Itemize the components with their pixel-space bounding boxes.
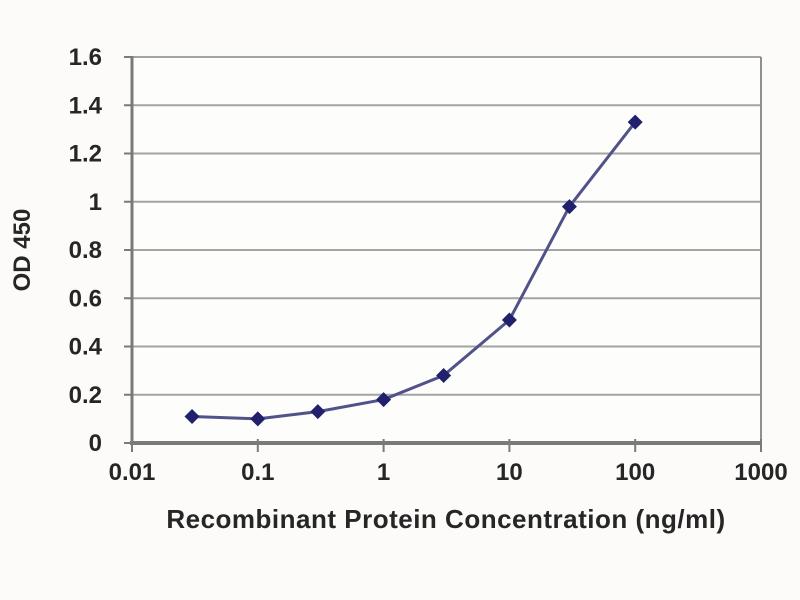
x-tick-label: 1000 — [734, 459, 787, 486]
y-tick-label: 0.2 — [69, 382, 102, 409]
x-tick-label: 1 — [377, 459, 390, 486]
data-point-marker — [376, 392, 392, 408]
y-tick-label: 0.8 — [69, 237, 102, 264]
x-tick-label: 0.1 — [241, 459, 274, 486]
y-axis-title: OD 450 — [9, 209, 36, 292]
series-layer — [184, 114, 643, 427]
data-point-marker — [250, 411, 266, 427]
y-tick-label: 0 — [89, 430, 102, 457]
data-point-marker — [561, 199, 577, 215]
x-tick-label: 100 — [615, 459, 655, 486]
data-point-marker — [310, 404, 326, 420]
gridlines — [132, 56, 761, 396]
y-tick-label: 1.2 — [69, 141, 102, 168]
x-axis-title: Recombinant Protein Concentration (ng/ml… — [166, 504, 725, 534]
data-point-marker — [501, 312, 517, 328]
x-tick-label: 0.01 — [109, 459, 156, 486]
data-point-marker — [184, 408, 200, 424]
data-point-marker — [436, 367, 452, 383]
tick-marks — [124, 56, 762, 452]
y-tick-label: 1.4 — [69, 92, 103, 119]
x-tick-label: 10 — [496, 459, 523, 486]
y-tick-label: 0.6 — [69, 285, 102, 312]
y-tick-label: 1.6 — [69, 44, 102, 71]
y-tick-label: 0.4 — [69, 334, 103, 361]
tick-labels: 0 0.2 0.4 0.6 0.8 1 1.2 1.4 1.6 0.01 0.1 1 10 100 1000 — [69, 44, 788, 486]
y-tick-label: 1 — [89, 189, 102, 216]
data-point-marker — [627, 114, 643, 130]
series-line — [190, 120, 637, 421]
